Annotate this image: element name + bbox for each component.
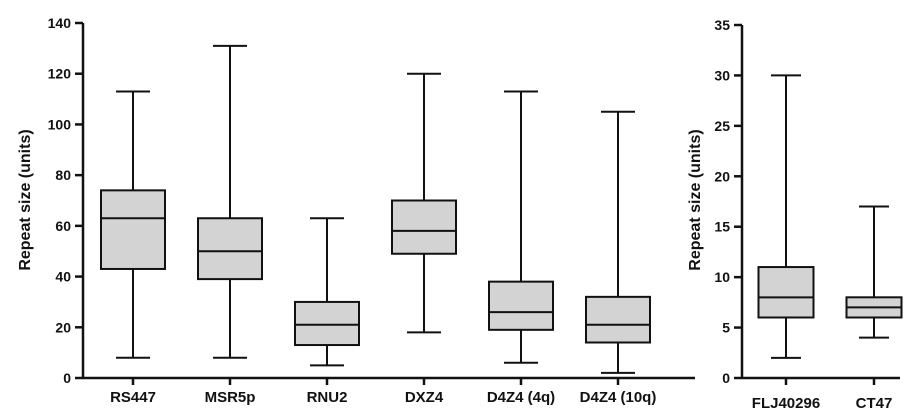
y-tick-label: 25 xyxy=(714,118,730,134)
y-axis-title: Repeat size (units) xyxy=(687,129,704,270)
y-tick-label: 120 xyxy=(48,66,72,82)
x-tick-label: FLJ40296 xyxy=(752,395,820,412)
y-tick-label: 10 xyxy=(714,269,730,285)
right-box-plot: 0 5 10 15 20 25 30 35 Repeat size (units) FLJ4029… xyxy=(687,17,903,412)
y-tick-label: 20 xyxy=(714,168,730,184)
x-tick-label: RS447 xyxy=(110,389,156,406)
y-tick-label: 15 xyxy=(714,219,730,235)
iqr-box xyxy=(757,266,815,319)
y-tick-label: 40 xyxy=(55,269,71,285)
y-tick-label: 140 xyxy=(48,15,72,31)
left-box-plot: 0 20 40 60 80 100 120 140 Repeat size (units) RS4… xyxy=(17,15,695,406)
y-tick-label: 0 xyxy=(722,370,730,386)
iqr-box xyxy=(488,280,554,331)
x-tick-label: RNU2 xyxy=(307,389,348,406)
x-tick-label: MSR5p xyxy=(205,389,256,406)
y-tick-label: 5 xyxy=(722,320,730,336)
x-tick-label: DXZ4 xyxy=(405,389,444,406)
y-axis-title: Repeat size (units) xyxy=(17,129,34,270)
x-tick-label: D4Z4 (4q) xyxy=(487,389,555,406)
y-tick-label: 35 xyxy=(714,17,730,33)
y-tick-label: 0 xyxy=(63,370,71,386)
y-tick-label: 30 xyxy=(714,67,730,83)
iqr-box xyxy=(197,217,263,281)
y-tick-label: 100 xyxy=(48,116,72,132)
x-tick-label: CT47 xyxy=(856,395,893,412)
x-tick-label: D4Z4 (10q) xyxy=(580,389,657,406)
iqr-box xyxy=(585,295,651,344)
y-tick-label: 80 xyxy=(55,167,71,183)
y-tick-label: 60 xyxy=(55,218,71,234)
iqr-box xyxy=(100,189,166,270)
iqr-box xyxy=(294,300,360,347)
y-tick-label: 20 xyxy=(55,319,71,335)
iqr-box xyxy=(391,199,457,255)
